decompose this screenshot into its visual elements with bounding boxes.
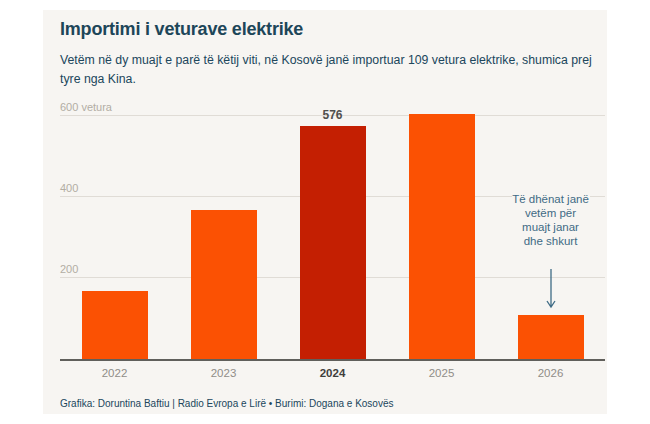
- chart-title: Importimi i veturave elektrike: [60, 19, 590, 40]
- credits-source-line: Grafika: Doruntina Baftiu | Radio Evropa…: [60, 398, 600, 409]
- x-tick-label-2025: 2025: [397, 367, 487, 379]
- infographic-card: Importimi i veturave elektrike Vetëm në …: [43, 10, 607, 414]
- x-tick-label-2024: 2024: [288, 367, 378, 379]
- x-tick-label-2026: 2026: [506, 367, 596, 379]
- plot-area: 200400600 vetura20222023202457620252026T…: [60, 100, 605, 361]
- bar-2026: [518, 315, 584, 359]
- y-tick-label-200: 200: [60, 263, 78, 275]
- bar-2024: [300, 126, 366, 359]
- bar-2022: [82, 291, 148, 359]
- bar-value-label: 576: [303, 108, 363, 122]
- y-tick-label-600: 600 vetura: [60, 101, 112, 113]
- page: Importimi i veturave elektrike Vetëm në …: [0, 0, 650, 424]
- annotation-note: Të dhënat janë vetëm për muajt janar dhe…: [512, 192, 590, 248]
- x-tick-label-2023: 2023: [179, 367, 269, 379]
- bar-2023: [191, 210, 257, 359]
- bar-2025: [409, 114, 475, 359]
- chart-subtitle: Vetëm në dy muajt e parë të këtij viti, …: [60, 51, 600, 89]
- x-tick-label-2022: 2022: [70, 367, 160, 379]
- arrow-down-icon: [543, 267, 559, 313]
- y-tick-label-400: 400: [60, 182, 78, 194]
